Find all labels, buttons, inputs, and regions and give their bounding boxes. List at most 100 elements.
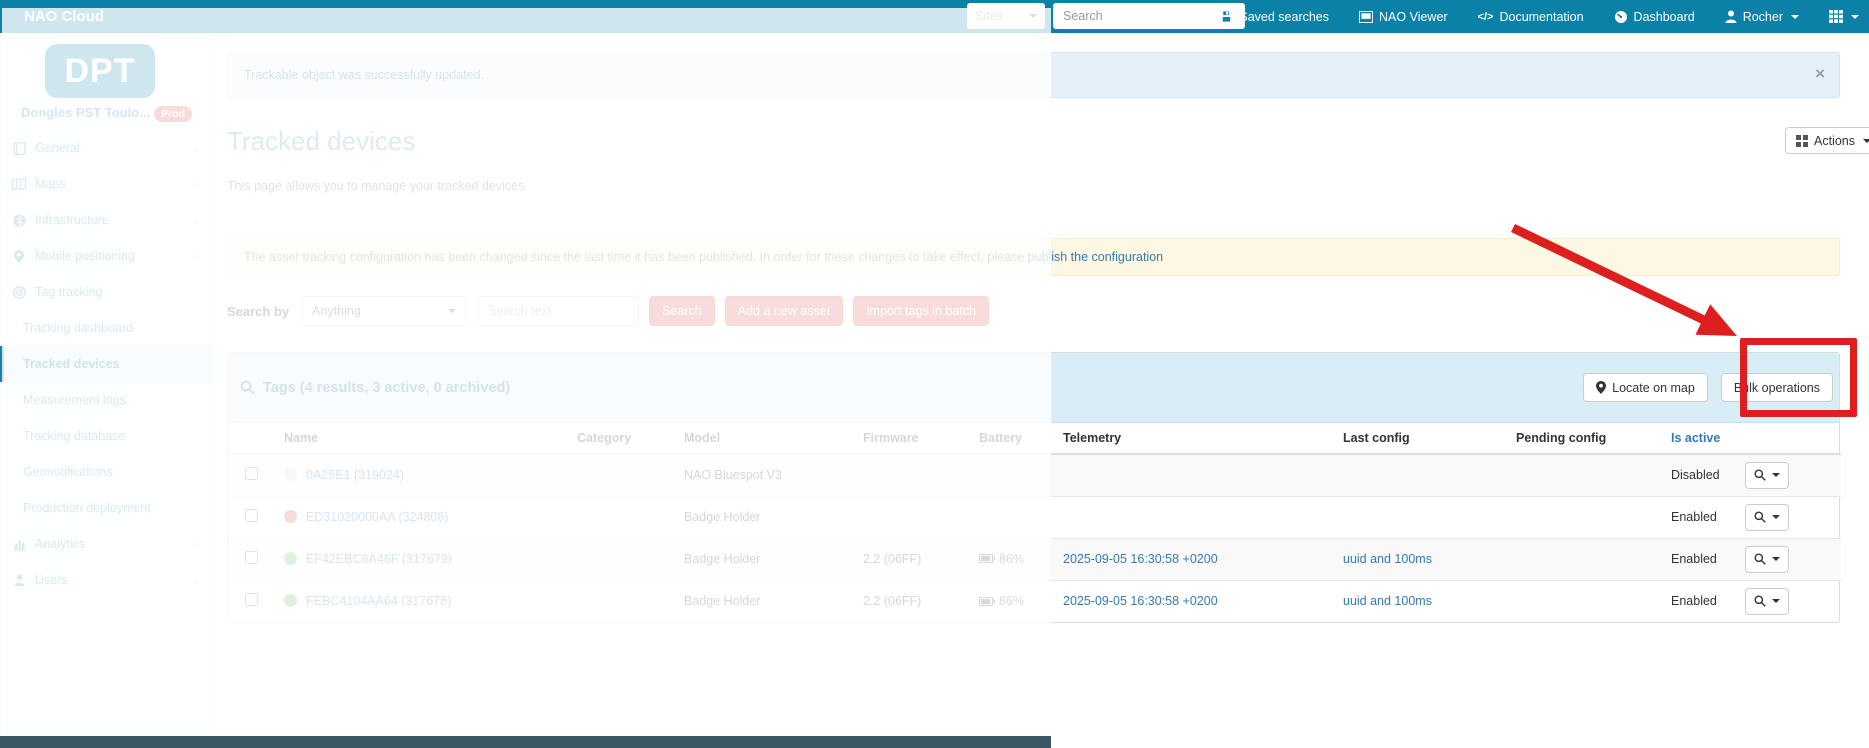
chevron-down-icon bbox=[1772, 557, 1780, 561]
chevron-down-icon bbox=[1791, 14, 1799, 19]
device-name-link[interactable]: ED31020000AA (324808) bbox=[306, 510, 449, 524]
documentation-link[interactable]: </> Documentation bbox=[1478, 10, 1584, 24]
tags-panel-heading: Tags (4 results, 3 active, 0 archived) L… bbox=[228, 353, 1839, 423]
last-config-link[interactable]: uuid and 100ms bbox=[1343, 552, 1432, 566]
battery-icon bbox=[979, 596, 995, 606]
sidebar-item-production-deployment[interactable]: Production deployment bbox=[0, 490, 213, 526]
page-title: Tracked devices bbox=[227, 126, 416, 156]
chart-icon bbox=[10, 538, 28, 551]
org-logo[interactable]: DPT bbox=[45, 44, 155, 98]
model-cell: Badge Holder bbox=[678, 495, 857, 538]
search-filter-select[interactable]: Anything bbox=[301, 296, 468, 326]
sites-select[interactable]: Sites bbox=[967, 3, 1045, 29]
firmware-cell: 2.2 (06FF) bbox=[857, 579, 973, 622]
sidebar-item-geonotifications[interactable]: Geonotifications bbox=[0, 454, 213, 490]
bulk-operations-button[interactable]: Bulk operations bbox=[1720, 373, 1833, 402]
row-inspect-button[interactable] bbox=[1745, 461, 1789, 489]
dashboard-link[interactable]: Dashboard bbox=[1614, 10, 1695, 24]
sidebar-item-label: Mobile positioning bbox=[35, 249, 136, 263]
sidebar-item-measurement-logs[interactable]: Measurement logs bbox=[0, 382, 213, 418]
column-header-name[interactable]: Name bbox=[278, 423, 571, 455]
last-config-cell bbox=[1337, 453, 1510, 496]
column-header-last-config[interactable]: Last config bbox=[1337, 423, 1510, 455]
actions-button[interactable]: Actions bbox=[1785, 127, 1869, 154]
locate-on-map-label: Locate on map bbox=[1612, 380, 1695, 395]
chevron-right-icon: › bbox=[192, 248, 197, 264]
code-icon: </> bbox=[1477, 10, 1494, 23]
sidebar-item-label: Users bbox=[35, 573, 68, 587]
device-name-link[interactable]: EF42EBC6A46F (317679) bbox=[306, 552, 452, 566]
column-header-is-active[interactable]: Is active bbox=[1665, 423, 1739, 455]
pending-config-cell bbox=[1510, 537, 1665, 580]
add-asset-button[interactable]: Add a new asset bbox=[724, 296, 844, 326]
category-cell bbox=[571, 537, 678, 580]
row-inspect-button[interactable] bbox=[1745, 503, 1789, 531]
column-header-firmware[interactable]: Firmware bbox=[857, 423, 973, 455]
tags-panel-title: Tags (4 results, 3 active, 0 archived) bbox=[263, 379, 511, 396]
chevron-right-icon: › bbox=[192, 176, 197, 192]
firmware-cell: 2.2 (06FF) bbox=[857, 537, 973, 580]
model-cell: NAO Bluespot V3 bbox=[678, 453, 857, 496]
map-icon bbox=[10, 178, 28, 190]
global-search-input[interactable] bbox=[1053, 3, 1245, 29]
sidebar-item-analytics[interactable]: Analytics › bbox=[0, 526, 213, 562]
telemetry-link[interactable]: 2025-09-05 16:30:58 +0200 bbox=[1063, 552, 1218, 566]
sidebar-item-mobile-positioning[interactable]: Mobile positioning › bbox=[0, 238, 213, 274]
sidebar-item-users[interactable]: Users › bbox=[0, 562, 213, 598]
publish-configuration-link[interactable]: publish the configuration bbox=[1027, 250, 1164, 264]
row-inspect-button[interactable] bbox=[1745, 587, 1789, 615]
org-name[interactable]: Dongles PST Toulo... bbox=[21, 105, 151, 120]
battery-cell: 86% bbox=[973, 579, 1057, 622]
import-tags-button[interactable]: Import tags in batch bbox=[853, 296, 989, 326]
search-filter-value: Anything bbox=[312, 304, 361, 318]
close-icon[interactable]: × bbox=[1815, 64, 1825, 83]
column-header-pending-config[interactable]: Pending config bbox=[1510, 423, 1665, 455]
sidebar-item-tracked-devices[interactable]: Tracked devices bbox=[0, 346, 213, 382]
nao-viewer-label: NAO Viewer bbox=[1379, 9, 1448, 24]
success-alert: Trackable object was successfully update… bbox=[227, 52, 1840, 98]
is-active-cell: Enabled bbox=[1665, 495, 1739, 538]
device-name-link[interactable]: FEBC4104AA64 (317678) bbox=[306, 594, 452, 609]
last-config-link[interactable]: uuid and 100ms bbox=[1343, 594, 1432, 609]
row-checkbox[interactable] bbox=[245, 593, 258, 607]
user-menu[interactable]: Rocher bbox=[1725, 10, 1799, 24]
row-inspect-button[interactable] bbox=[1745, 545, 1789, 573]
sidebar-item-general[interactable]: General › bbox=[0, 130, 213, 166]
sidebar-item-maps[interactable]: Maps › bbox=[0, 166, 213, 202]
sidebar-item-label: Measurement logs bbox=[23, 393, 126, 407]
top-navbar: NAO Cloud Sites Saved searches NAO Viewe… bbox=[0, 0, 1869, 33]
sidebar-item-tracking-dashboard[interactable]: Tracking dashboard bbox=[0, 310, 213, 346]
sidebar-item-label: Tracking dashboard bbox=[23, 321, 134, 335]
column-header-category[interactable]: Category bbox=[571, 423, 678, 455]
column-header-model[interactable]: Model bbox=[678, 423, 857, 455]
locate-on-map-button[interactable]: Locate on map bbox=[1583, 373, 1708, 402]
row-checkbox[interactable] bbox=[245, 509, 258, 522]
sidebar-item-tag-tracking[interactable]: Tag tracking bbox=[0, 274, 213, 310]
apps-grid-menu[interactable] bbox=[1829, 10, 1859, 23]
devices-table: Name Category Model Firmware Battery Telemetr… bbox=[228, 423, 1841, 622]
telemetry-cell: 2025-09-05 16:30:58 +0200 bbox=[1057, 537, 1337, 580]
table-row: ED31020000AA (324808) Badge Holder Enabl… bbox=[228, 495, 1841, 538]
sidebar-item-label: Tracking database bbox=[23, 429, 126, 443]
telemetry-link[interactable]: 2025-09-05 16:30:58 +0200 bbox=[1063, 594, 1218, 609]
column-header-battery[interactable]: Battery bbox=[973, 423, 1057, 455]
nao-viewer-link[interactable]: NAO Viewer bbox=[1359, 10, 1448, 24]
sidebar-item-tracking-database[interactable]: Tracking database bbox=[0, 418, 213, 454]
chevron-right-icon: › bbox=[192, 140, 197, 156]
column-header-telemetry[interactable]: Telemetry bbox=[1057, 423, 1337, 455]
search-text-input[interactable] bbox=[477, 296, 640, 326]
search-button[interactable]: Search bbox=[649, 296, 715, 326]
row-checkbox[interactable] bbox=[245, 467, 258, 481]
app-brand[interactable]: NAO Cloud bbox=[24, 8, 104, 25]
is-active-cell: Enabled bbox=[1665, 579, 1739, 622]
device-name-link[interactable]: 0A25E1 (319024) bbox=[306, 468, 404, 483]
sidebar-item-infrastructure[interactable]: Infrastructure › bbox=[0, 202, 213, 238]
viewer-icon bbox=[1359, 10, 1373, 23]
model-cell: Badge Holder bbox=[678, 579, 857, 622]
battery-cell bbox=[973, 495, 1057, 538]
status-dot-icon bbox=[284, 552, 297, 565]
user-menu-label: Rocher bbox=[1742, 9, 1783, 24]
saved-searches-link[interactable]: Saved searches bbox=[1220, 10, 1329, 24]
table-header-row: Name Category Model Firmware Battery Telemetr… bbox=[228, 423, 1841, 455]
row-checkbox[interactable] bbox=[245, 551, 258, 564]
